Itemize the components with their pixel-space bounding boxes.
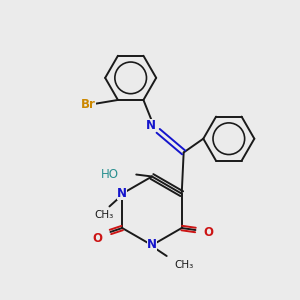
Text: CH₃: CH₃: [94, 210, 113, 220]
Text: HO: HO: [100, 168, 118, 181]
Text: N: N: [147, 238, 157, 251]
Text: N: N: [117, 187, 127, 200]
Text: Br: Br: [81, 98, 96, 111]
Text: CH₃: CH₃: [175, 260, 194, 270]
Text: O: O: [203, 226, 213, 239]
Text: N: N: [146, 119, 156, 133]
Text: O: O: [93, 232, 103, 245]
